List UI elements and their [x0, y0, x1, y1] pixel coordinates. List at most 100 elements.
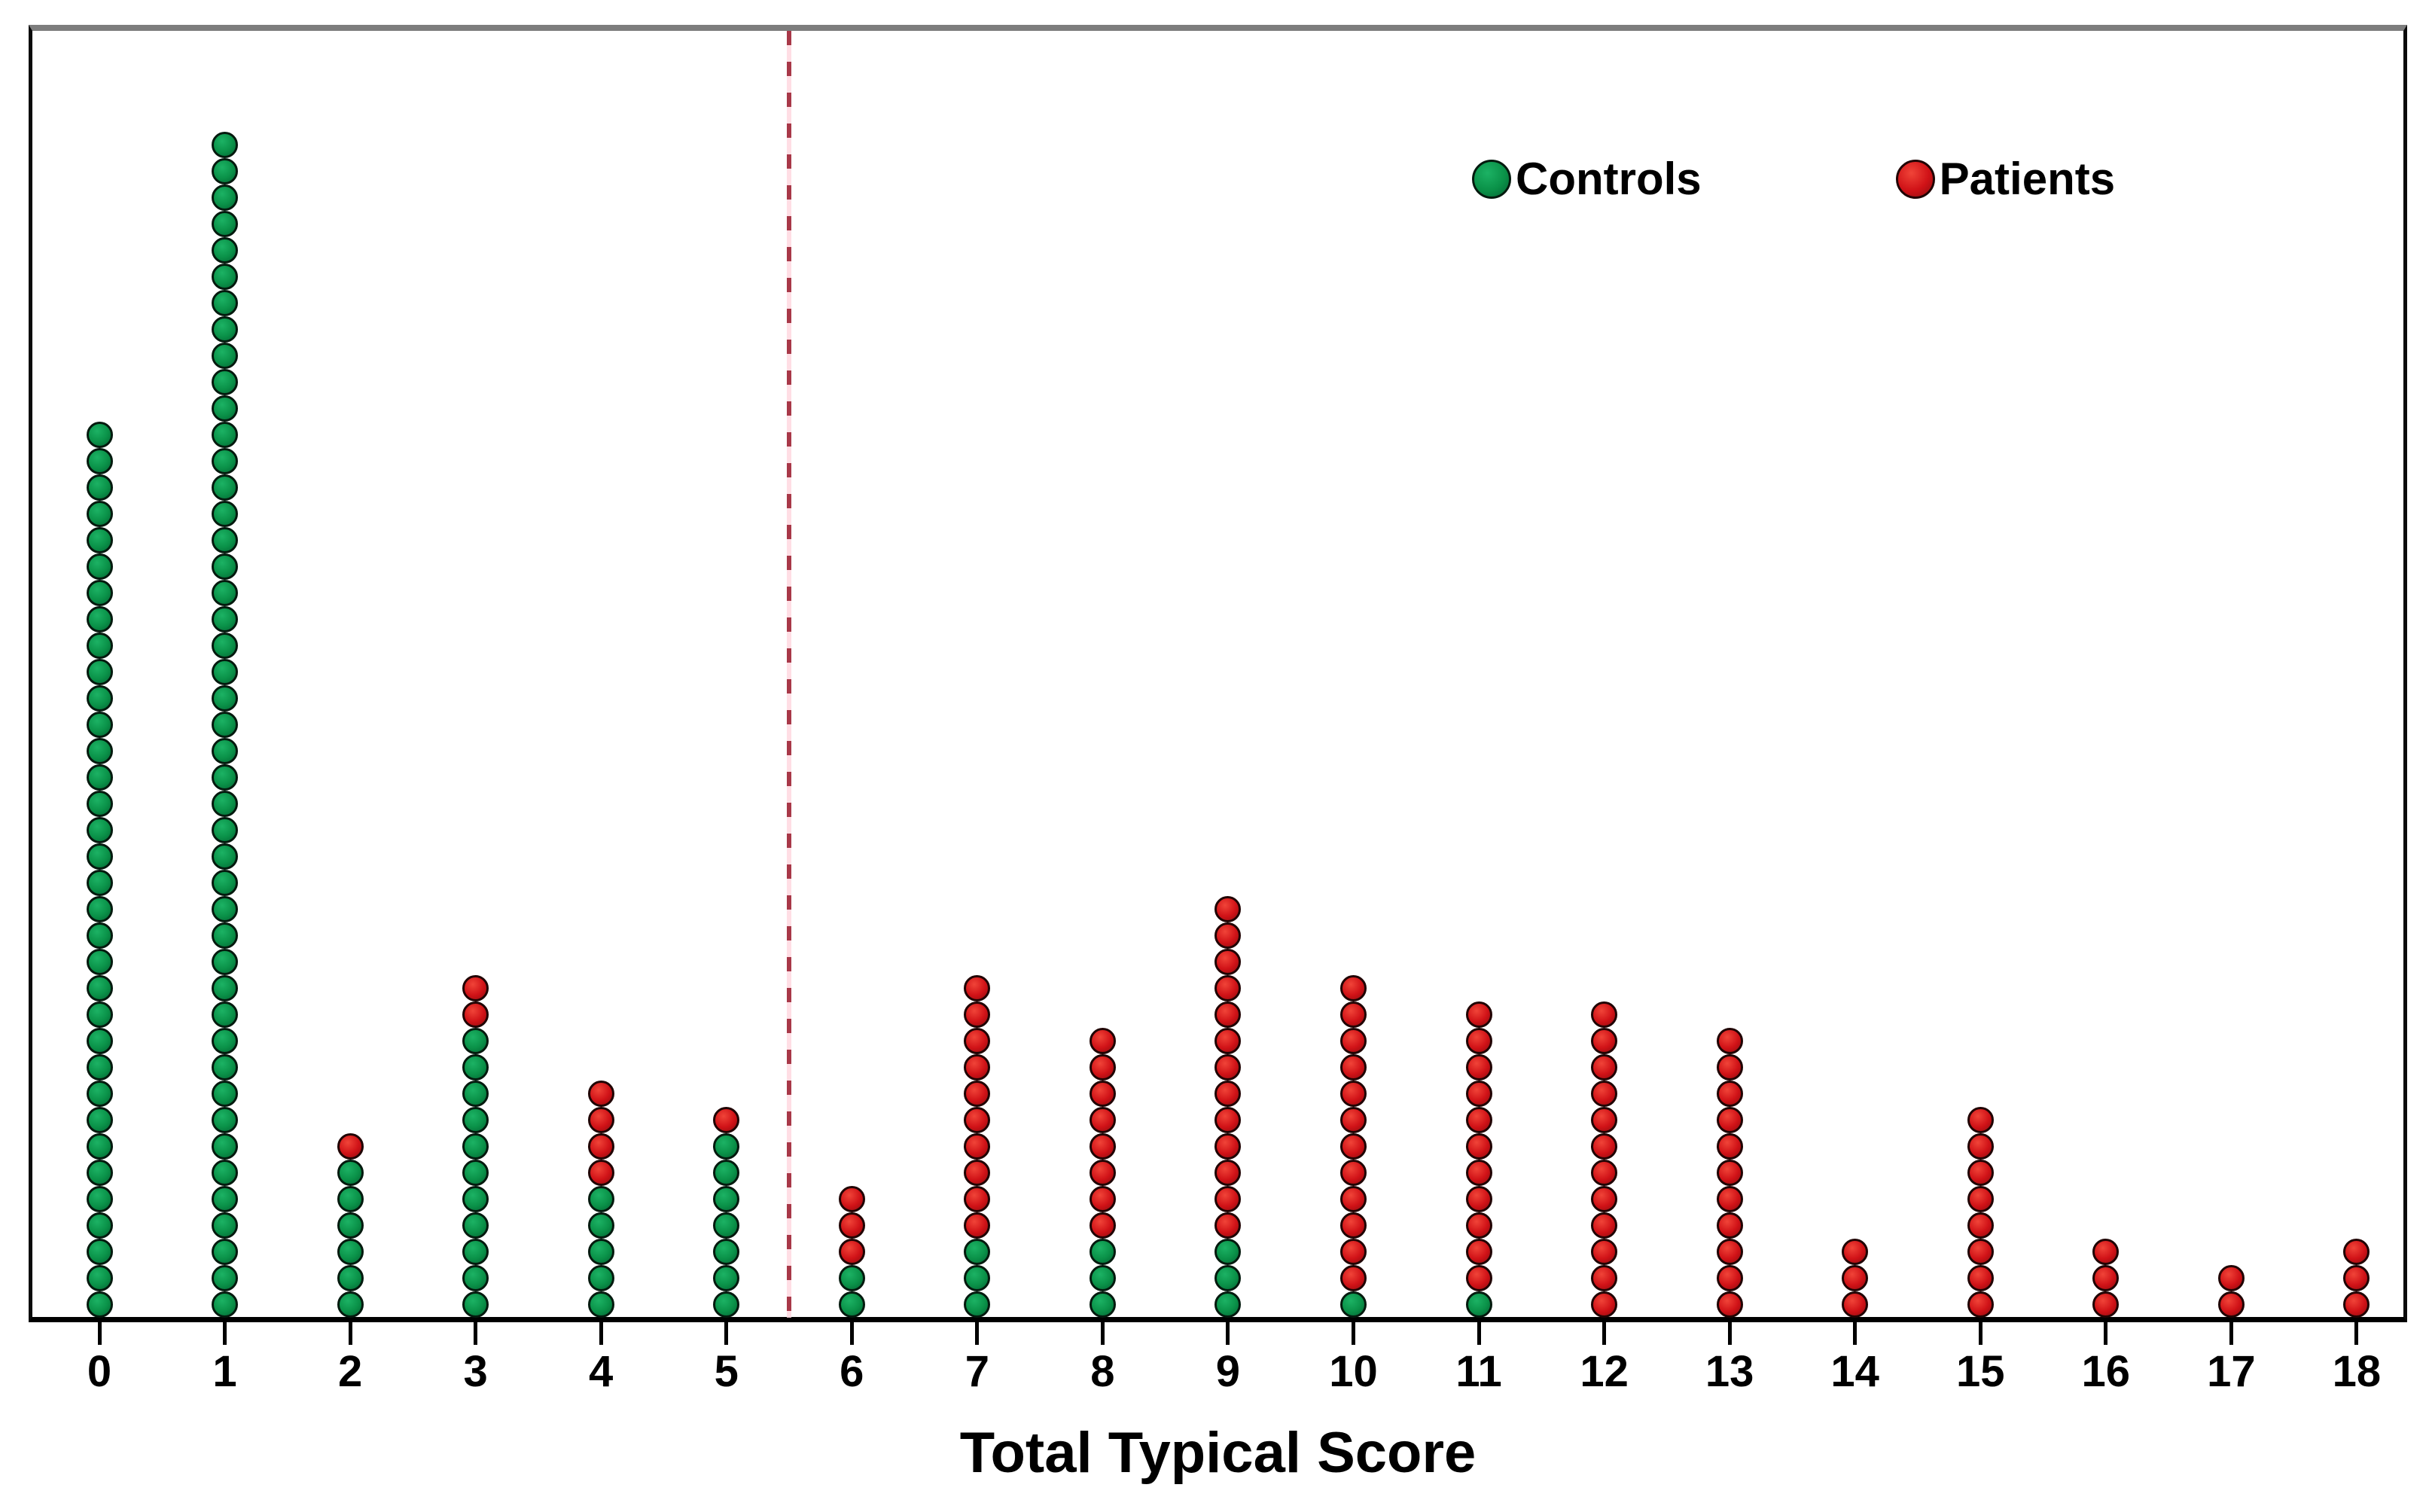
patient-dot: [1465, 1186, 1492, 1212]
control-dot: [462, 1212, 489, 1239]
control-dot: [212, 553, 239, 580]
control-dot: [212, 474, 239, 501]
control-dot: [86, 422, 113, 448]
patient-dot: [713, 1107, 740, 1133]
control-dot: [212, 316, 239, 343]
patients-dot-icon: [1895, 159, 1935, 199]
patient-dot: [964, 1001, 991, 1028]
control-dot: [212, 1265, 239, 1291]
control-dot: [86, 685, 113, 712]
control-dot: [212, 922, 239, 949]
patient-dot: [1340, 1001, 1367, 1028]
control-dot: [86, 553, 113, 580]
patient-dot: [838, 1239, 865, 1265]
patient-dot: [1465, 1001, 1492, 1028]
x-axis-tick-label: 6: [840, 1347, 864, 1396]
legend-label-controls: Controls: [1516, 154, 1702, 204]
x-axis-tick: [849, 1322, 854, 1345]
control-dot: [1214, 1291, 1242, 1318]
patient-dot: [1967, 1133, 1994, 1160]
patient-dot: [2343, 1265, 2370, 1291]
control-dot: [212, 896, 239, 922]
patient-dot: [1716, 1239, 1743, 1265]
patient-dot: [1591, 1212, 1618, 1239]
patient-dot: [1591, 1028, 1618, 1054]
control-dot: [462, 1186, 489, 1212]
control-dot: [212, 1001, 239, 1028]
x-axis-tick: [599, 1322, 603, 1345]
patient-dot: [1214, 1212, 1242, 1239]
control-dot: [462, 1160, 489, 1186]
control-dot: [86, 501, 113, 527]
control-dot: [337, 1160, 364, 1186]
patient-dot: [1591, 1001, 1618, 1028]
patient-dot: [1716, 1291, 1743, 1318]
legend-item-patients: Patients: [1895, 153, 2116, 205]
control-dot: [212, 184, 239, 211]
patient-dot: [1967, 1239, 1994, 1265]
patient-dot: [1716, 1028, 1743, 1054]
control-dot: [212, 1212, 239, 1239]
patient-dot: [587, 1107, 614, 1133]
patient-dot: [1591, 1160, 1618, 1186]
control-dot: [86, 738, 113, 764]
control-dot: [212, 817, 239, 843]
patient-dot: [1842, 1265, 1869, 1291]
x-axis-tick: [474, 1322, 478, 1345]
x-axis-tick: [1352, 1322, 1355, 1345]
control-dot: [212, 1291, 239, 1318]
control-dot: [86, 975, 113, 1001]
x-axis-tick: [1100, 1322, 1105, 1345]
patient-dot: [1340, 1028, 1367, 1054]
control-dot: [337, 1239, 364, 1265]
patient-dot: [964, 1107, 991, 1133]
patient-dot: [964, 1212, 991, 1239]
control-dot: [1465, 1291, 1492, 1318]
control-dot: [713, 1186, 740, 1212]
control-dot: [86, 633, 113, 659]
x-axis-tick-label: 9: [1215, 1347, 1241, 1396]
control-dot: [838, 1291, 865, 1318]
control-dot: [86, 1212, 113, 1239]
patient-dot: [1340, 1133, 1367, 1160]
x-axis-tick: [2229, 1322, 2233, 1345]
x-axis-tick-label: 3: [463, 1347, 488, 1396]
control-dot: [212, 580, 239, 606]
control-dot: [713, 1212, 740, 1239]
control-dot: [86, 1001, 113, 1028]
control-dot: [212, 659, 239, 685]
control-dot: [212, 290, 239, 316]
patient-dot: [1089, 1212, 1116, 1239]
control-dot: [86, 870, 113, 896]
control-dot: [212, 1081, 239, 1107]
control-dot: [212, 738, 239, 764]
x-axis-tick-label: 18: [2332, 1347, 2382, 1396]
patient-dot: [1842, 1239, 1869, 1265]
patient-dot: [838, 1212, 865, 1239]
control-dot: [86, 1133, 113, 1160]
control-dot: [337, 1265, 364, 1291]
patient-dot: [1591, 1239, 1618, 1265]
patient-dot: [1214, 1028, 1242, 1054]
legend-label-patients: Patients: [1939, 154, 2116, 204]
control-dot: [964, 1291, 991, 1318]
control-dot: [1089, 1291, 1116, 1318]
patient-dot: [964, 1133, 991, 1160]
patient-dot: [964, 1054, 991, 1081]
control-dot: [86, 1081, 113, 1107]
patient-dot: [1214, 1081, 1242, 1107]
control-dot: [462, 1239, 489, 1265]
control-dot: [212, 764, 239, 791]
patient-dot: [1089, 1054, 1116, 1081]
control-dot: [337, 1291, 364, 1318]
control-dot: [587, 1291, 614, 1318]
control-dot: [212, 527, 239, 553]
x-axis-tick: [1853, 1322, 1858, 1345]
patient-dot: [1716, 1081, 1743, 1107]
control-dot: [86, 817, 113, 843]
control-dot: [212, 949, 239, 975]
patient-dot: [2343, 1239, 2370, 1265]
control-dot: [964, 1265, 991, 1291]
x-axis-tick: [2354, 1322, 2359, 1345]
